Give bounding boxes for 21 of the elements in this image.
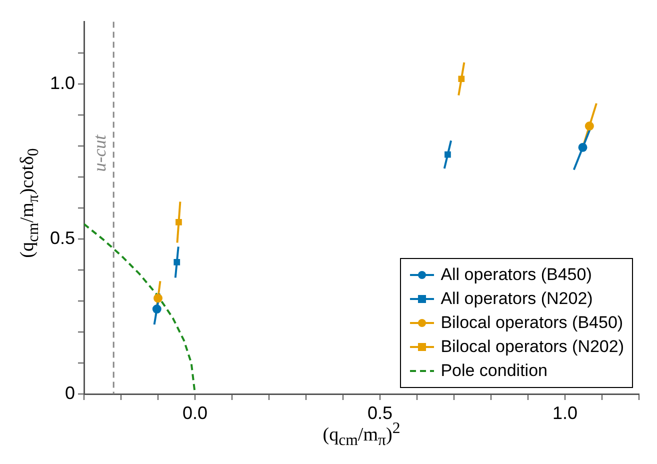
point (152, 304, 162, 314)
legend-label: Pole condition (440, 360, 548, 382)
legend-label: All operators (B450) (440, 264, 592, 286)
point (584, 122, 594, 131)
point (154, 294, 162, 303)
point (176, 218, 182, 226)
legend-label: Bilocal operators (N202) (440, 336, 624, 358)
ref-line-label: u-cut (89, 134, 110, 172)
x-tick-label: 0.5 (367, 402, 393, 423)
point (444, 151, 451, 158)
x-tick-label: 1.0 (552, 402, 578, 423)
y-tick-label: 0.5 (50, 228, 75, 248)
point (458, 76, 465, 82)
y-tick-label: 0 (64, 382, 75, 403)
y-tick-label: 1.0 (50, 72, 75, 93)
point (174, 258, 180, 266)
point (578, 142, 588, 152)
x-axis-title: (q$_{cm}$/m$_{π}$)$^{2}$ (322, 420, 400, 450)
legend-label: Bilocal operators (B450) (440, 312, 624, 334)
x-tick-label: 0.0 (182, 402, 208, 423)
legend-label: All operators (N202) (440, 288, 593, 310)
